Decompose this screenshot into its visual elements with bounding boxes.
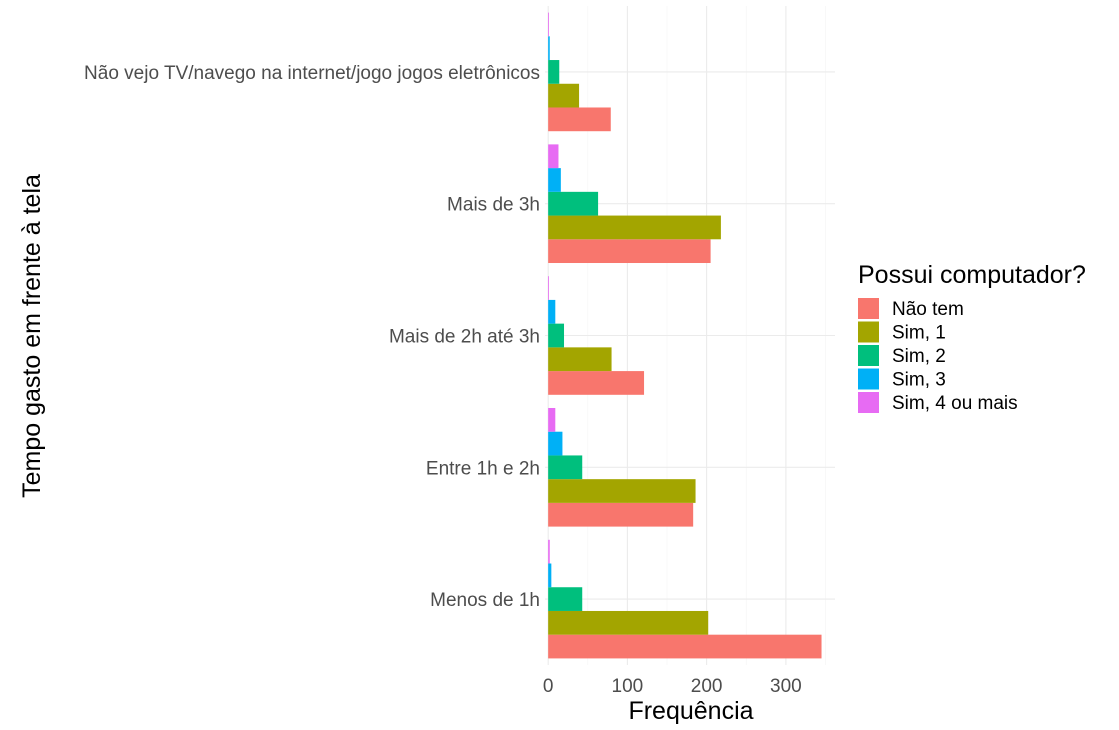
bar bbox=[548, 431, 563, 456]
bar bbox=[548, 12, 549, 37]
x-axis-title: Frequência bbox=[628, 697, 753, 725]
x-tick-label: 300 bbox=[770, 676, 802, 697]
x-tick-label: 0 bbox=[543, 676, 554, 697]
bars bbox=[548, 12, 822, 659]
legend-label: Não tem bbox=[892, 299, 964, 320]
legend-key bbox=[858, 298, 879, 319]
bar bbox=[548, 539, 550, 564]
bar bbox=[548, 587, 583, 611]
bar bbox=[548, 60, 560, 84]
bar bbox=[548, 276, 549, 300]
bar bbox=[548, 563, 552, 588]
bar bbox=[548, 299, 556, 324]
y-tick-label: Entre 1h e 2h bbox=[426, 458, 540, 479]
x-tick-label: 100 bbox=[612, 676, 644, 697]
legend-title: Possui computador? bbox=[858, 261, 1086, 289]
bar bbox=[548, 634, 822, 659]
y-axis-title: Tempo gasto em frente à tela bbox=[18, 174, 46, 498]
y-tick-label: Não vejo TV/navego na internet/jogo jogo… bbox=[84, 63, 540, 84]
bar bbox=[548, 83, 580, 108]
bar bbox=[548, 144, 559, 169]
legend-label: Sim, 4 ou mais bbox=[892, 393, 1018, 414]
bar bbox=[548, 191, 599, 216]
bar bbox=[548, 371, 645, 395]
bar bbox=[548, 168, 561, 192]
bar bbox=[548, 215, 721, 240]
y-tick-label: Mais de 2h até 3h bbox=[389, 327, 540, 348]
legend-label: Sim, 1 bbox=[892, 323, 946, 344]
legend-key bbox=[858, 345, 879, 366]
bar bbox=[548, 502, 694, 527]
bar bbox=[548, 455, 583, 480]
x-axis-tick-labels: 0 100 200 300 bbox=[543, 676, 802, 697]
y-tick-label: Menos de 1h bbox=[430, 590, 540, 611]
bar bbox=[548, 407, 556, 432]
y-axis-tick-labels: Menos de 1h Entre 1h e 2h Mais de 2h até 3… bbox=[84, 63, 540, 611]
bar bbox=[548, 479, 696, 503]
y-tick-label: Mais de 3h bbox=[447, 195, 540, 216]
legend-label: Sim, 3 bbox=[892, 370, 946, 391]
legend-key bbox=[858, 321, 879, 343]
bar bbox=[548, 36, 550, 61]
legend-key bbox=[858, 392, 879, 413]
x-tick-label: 200 bbox=[691, 676, 723, 697]
bar bbox=[548, 107, 611, 132]
bar bbox=[548, 347, 612, 372]
grid bbox=[545, 6, 835, 665]
legend-key bbox=[858, 368, 879, 390]
bar bbox=[548, 323, 565, 348]
bar bbox=[548, 239, 711, 264]
legend-label: Sim, 2 bbox=[892, 346, 946, 367]
bar bbox=[548, 610, 709, 635]
